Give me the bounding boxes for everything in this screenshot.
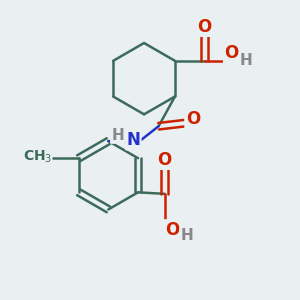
Text: N: N [126, 131, 140, 149]
Text: H: H [111, 128, 124, 142]
Text: O: O [158, 151, 172, 169]
Text: H: H [181, 228, 194, 243]
Text: O: O [165, 220, 179, 238]
Text: O: O [197, 18, 212, 36]
Text: O: O [224, 44, 239, 62]
Text: H: H [240, 53, 253, 68]
Text: O: O [186, 110, 200, 128]
Text: CH$_3$: CH$_3$ [22, 148, 52, 165]
